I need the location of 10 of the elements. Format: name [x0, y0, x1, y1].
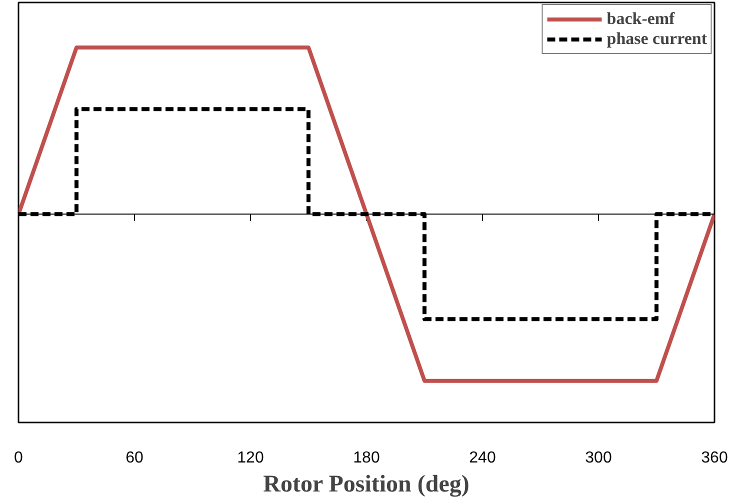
- legend-label: phase current: [606, 29, 707, 49]
- x-tick-label: 120: [237, 450, 264, 466]
- x-axis-title: Rotor Position (deg): [263, 472, 470, 498]
- x-tick-label: 240: [469, 450, 496, 466]
- x-tick-label: 0: [14, 450, 24, 466]
- legend-label: back-emf: [606, 9, 675, 29]
- x-tick-label: 180: [353, 450, 380, 466]
- x-tick-label: 360: [701, 450, 728, 466]
- x-tick-label: 300: [585, 450, 612, 466]
- x-tick-label: 60: [126, 450, 144, 466]
